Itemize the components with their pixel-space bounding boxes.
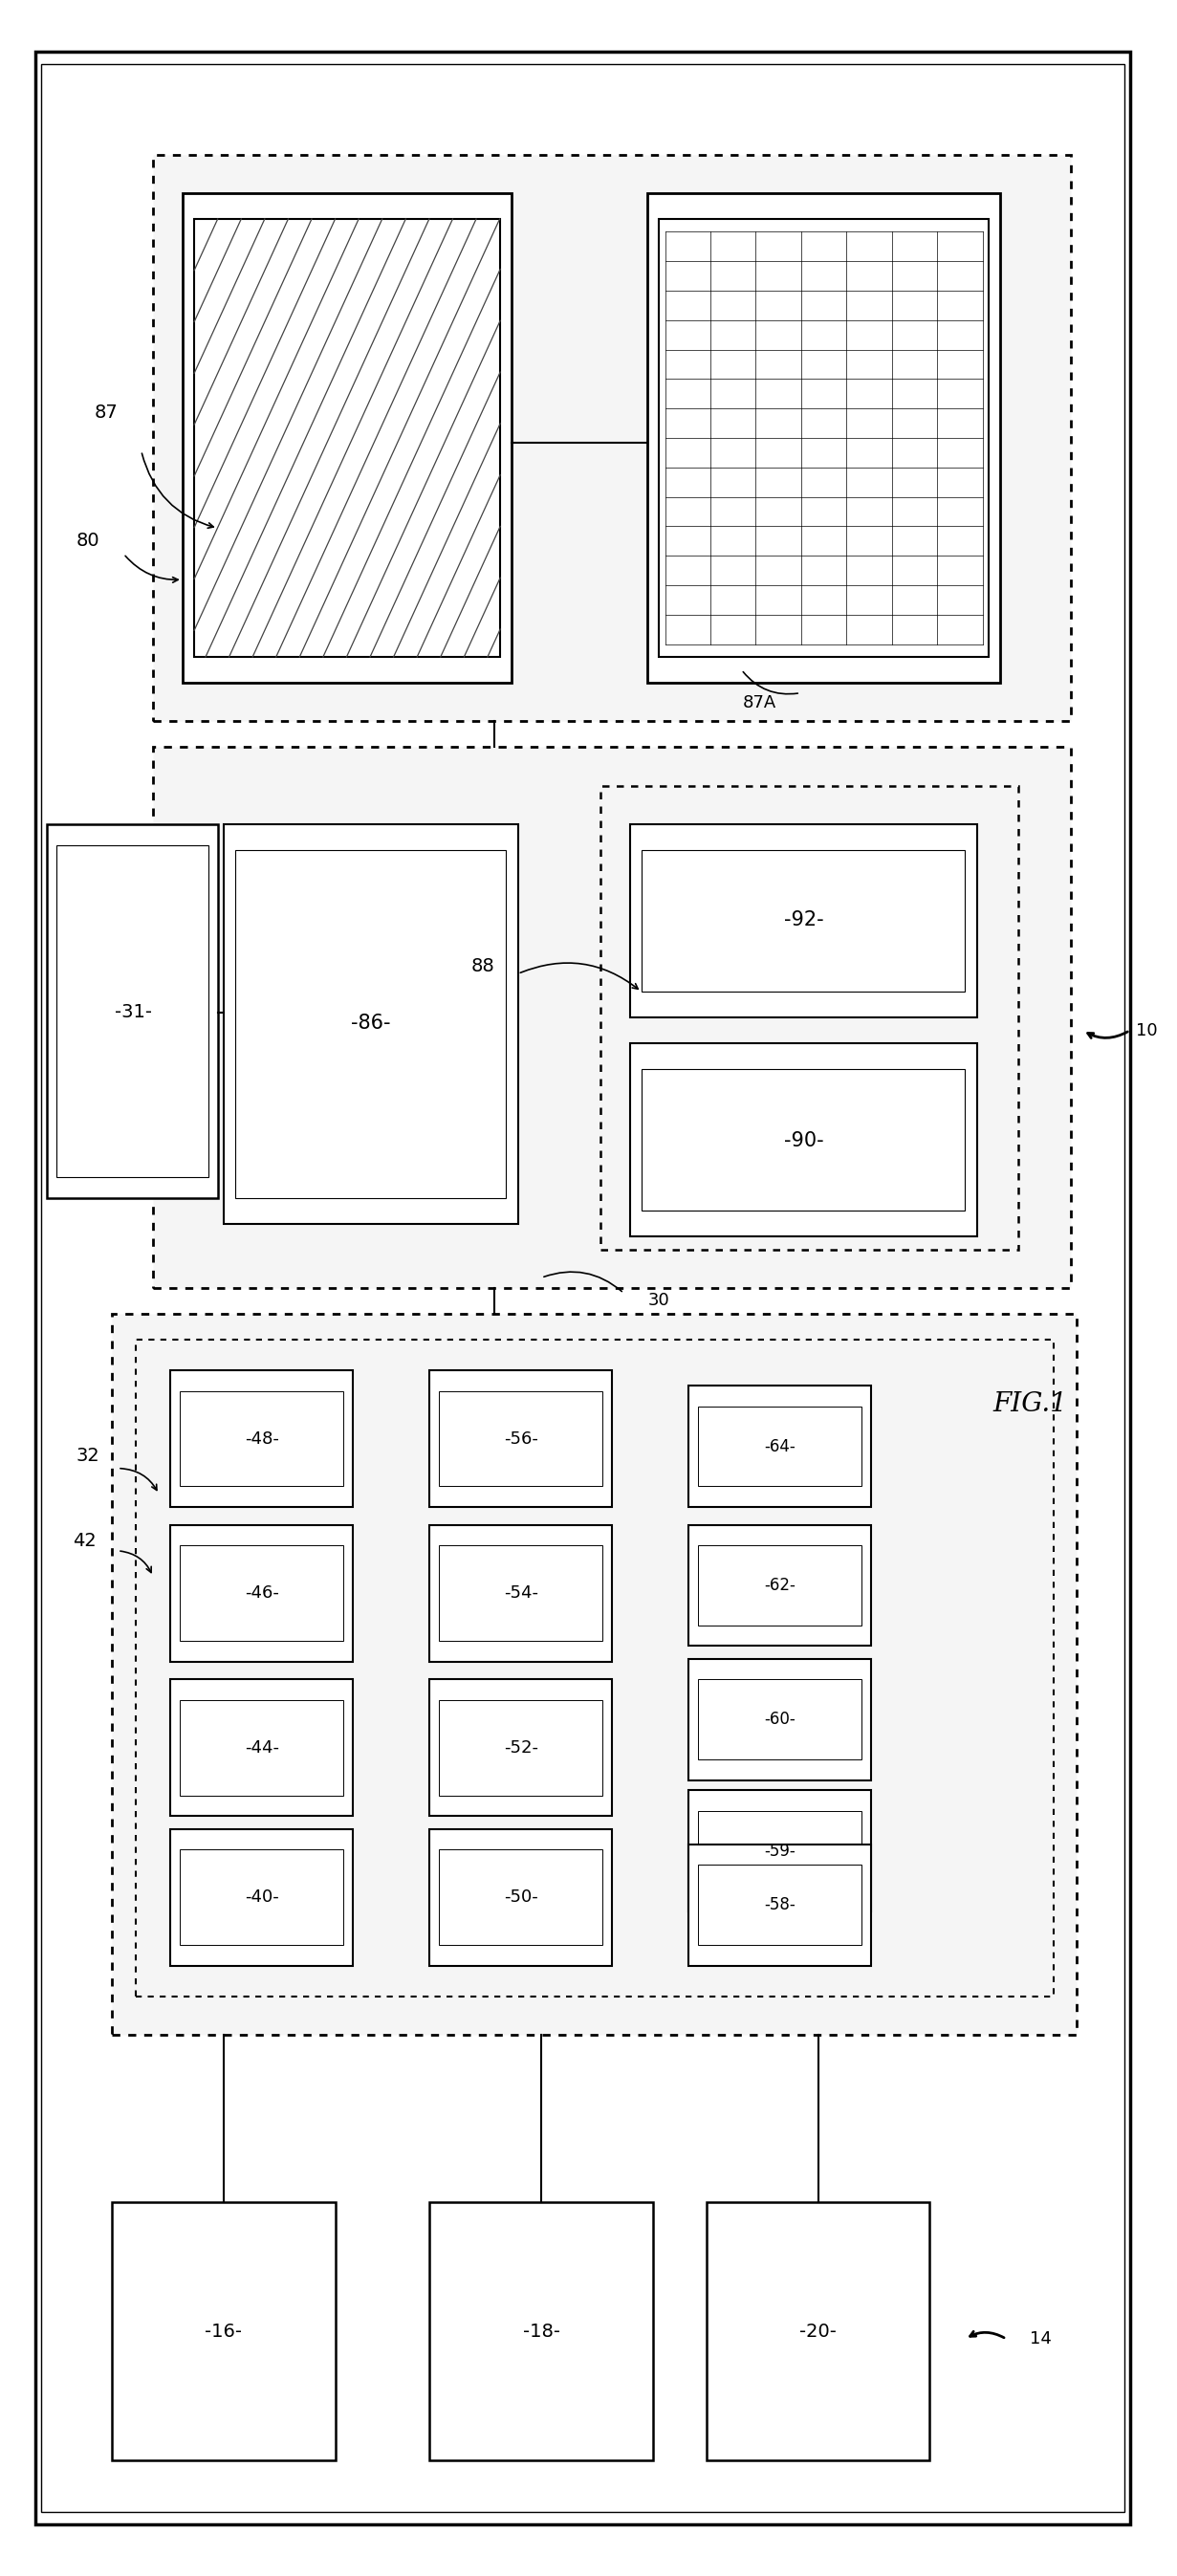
Text: 42: 42 [73,1530,97,1551]
Text: -18-: -18- [523,2321,560,2342]
Text: -56-: -56- [504,1430,538,1448]
Text: 87A: 87A [743,696,776,711]
Bar [659,219,989,657]
Bar [180,1546,344,1641]
Bar [689,1525,871,1646]
Bar [647,193,1000,683]
Bar [706,2202,930,2460]
Bar [171,1370,353,1507]
Text: -44-: -44- [245,1739,279,1757]
Bar [180,1700,344,1795]
Bar [153,155,1071,721]
Text: -46-: -46- [245,1584,279,1602]
Text: -60-: -60- [764,1710,796,1728]
Text: -40-: -40- [245,1888,279,1906]
Text: -50-: -50- [504,1888,538,1906]
Bar [171,1680,353,1816]
Text: -20-: -20- [799,2321,837,2342]
Text: FIG.1: FIG.1 [992,1391,1068,1417]
Bar [630,824,977,1018]
Bar [180,1391,344,1486]
Bar [171,1829,353,1965]
Bar [698,1546,862,1625]
Bar [153,747,1071,1288]
Text: -16-: -16- [205,2321,242,2342]
Bar [439,1700,603,1795]
Bar [698,1406,862,1486]
Bar [689,1844,871,1965]
Bar [171,1525,353,1662]
Text: -92-: -92- [784,909,824,930]
Bar [430,1525,612,1662]
Bar [194,219,500,657]
Bar [112,1314,1077,2035]
Bar [430,2202,653,2460]
Bar [600,786,1018,1249]
Bar [689,1790,871,1911]
Bar [430,1680,612,1816]
Text: 88: 88 [471,956,494,976]
Text: -54-: -54- [504,1584,538,1602]
Text: -62-: -62- [764,1577,796,1595]
Text: -58-: -58- [764,1896,796,1914]
Bar [698,1680,862,1759]
Text: -31-: -31- [114,1002,152,1023]
Bar [689,1659,871,1780]
Text: 32: 32 [77,1445,100,1466]
Text: -64-: -64- [764,1437,796,1455]
Bar [689,1386,871,1507]
Bar [112,2202,335,2460]
Text: 87: 87 [94,402,118,422]
Bar [641,850,965,992]
Text: -86-: -86- [351,1012,391,1033]
Bar [630,1043,977,1236]
Text: 14: 14 [1030,2331,1052,2347]
Bar [430,1370,612,1507]
Bar [439,1546,603,1641]
Bar [224,824,518,1224]
Bar [135,1340,1053,1996]
Bar [641,1069,965,1211]
Text: -48-: -48- [245,1430,279,1448]
Bar [698,1865,862,1945]
Bar [439,1850,603,1945]
Bar [235,850,506,1198]
Bar [430,1829,612,1965]
Bar [180,1850,344,1945]
Bar [47,824,218,1198]
Bar [439,1391,603,1486]
Text: -59-: -59- [764,1842,796,1860]
Text: -90-: -90- [784,1131,824,1151]
Bar [56,845,208,1177]
Text: 80: 80 [77,531,100,551]
Text: -52-: -52- [504,1739,538,1757]
Text: 10: 10 [1136,1023,1157,1038]
Bar [698,1811,862,1891]
Text: 30: 30 [649,1293,670,1309]
Bar [182,193,512,683]
